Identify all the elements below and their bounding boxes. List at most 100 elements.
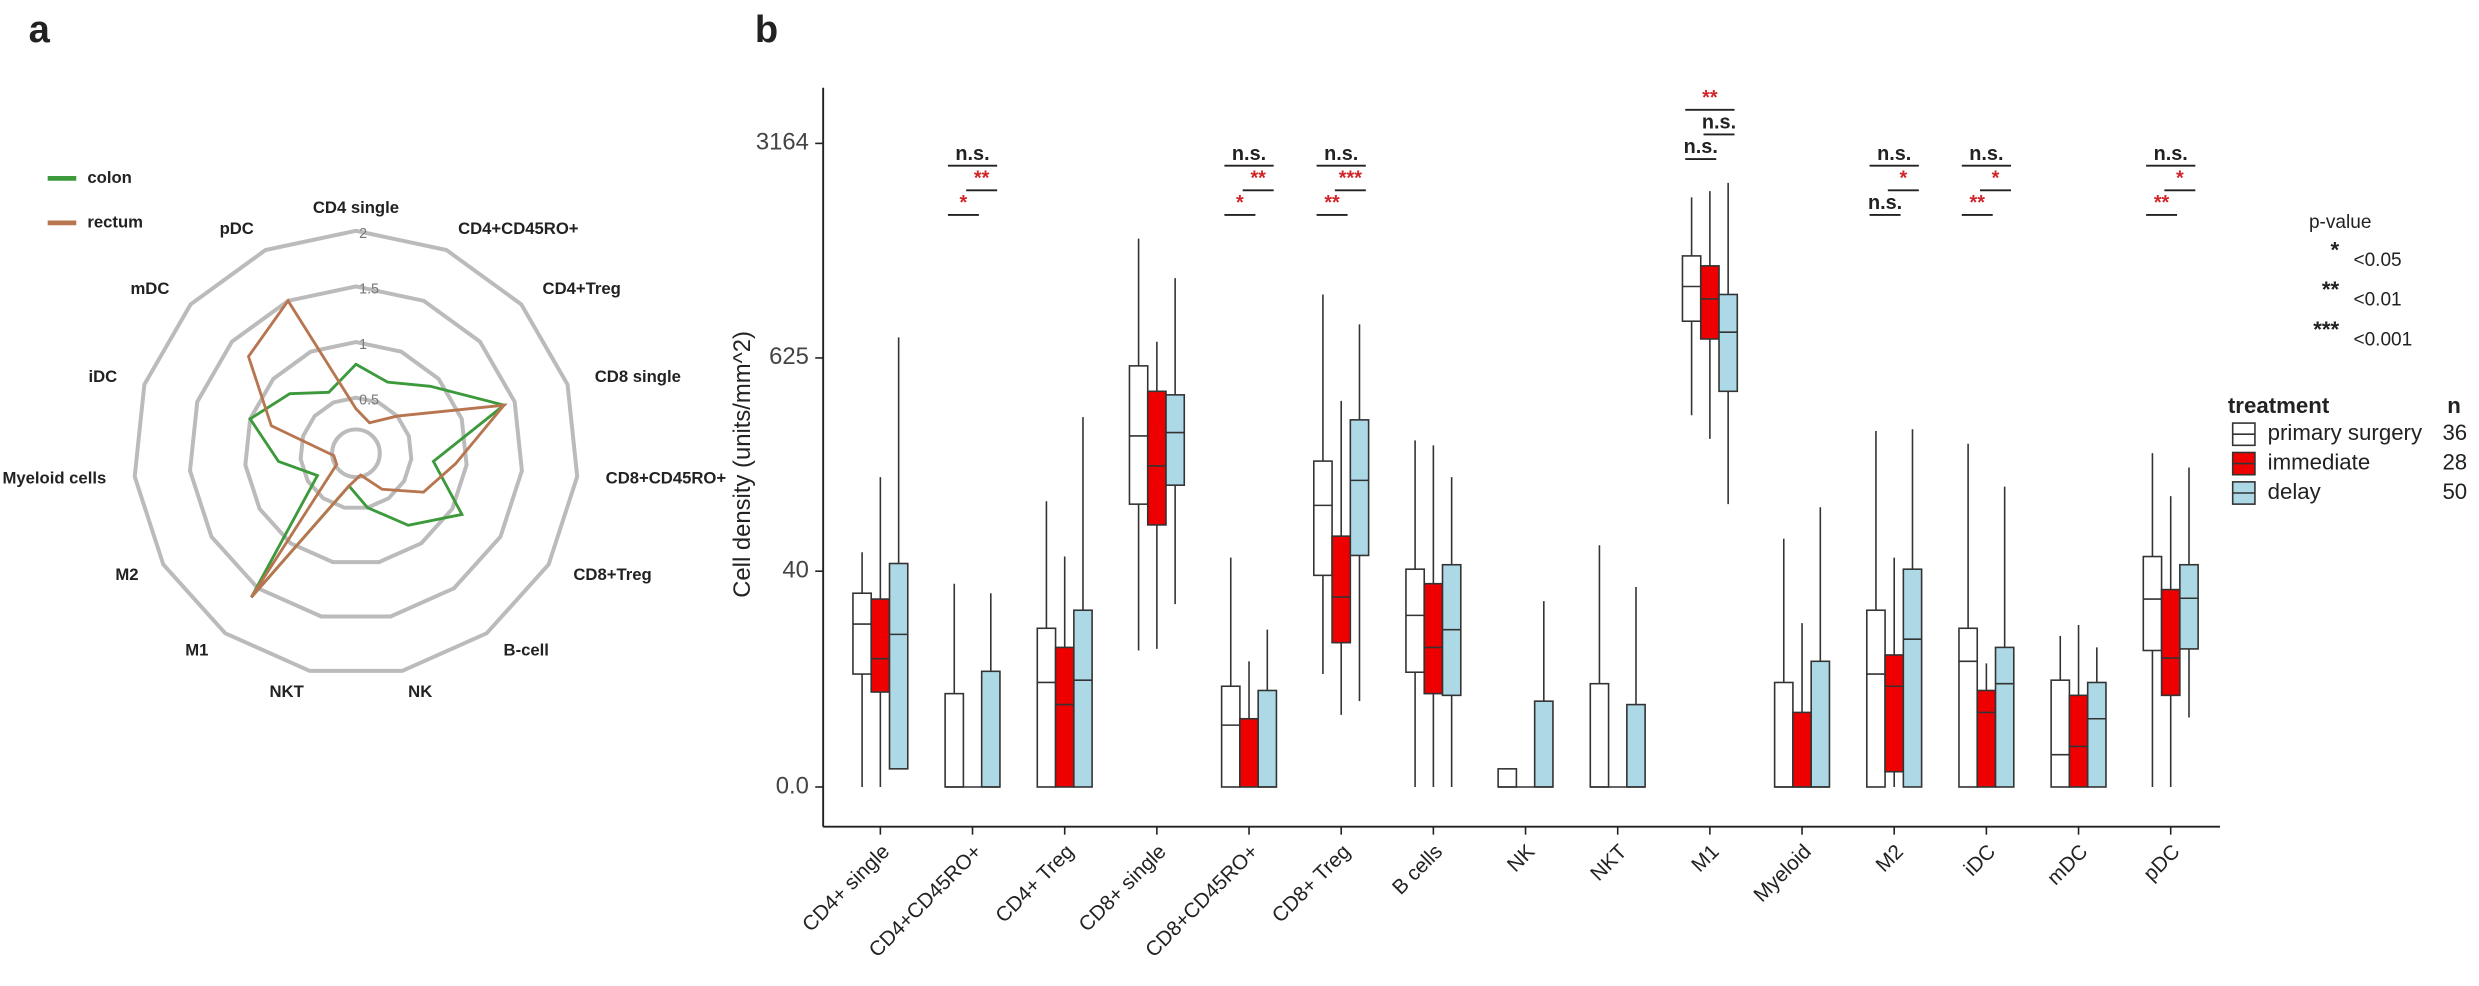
significance-label: **: [2154, 192, 2170, 214]
legend-label: rectum: [87, 212, 143, 231]
box: [1257, 689, 1278, 788]
legend-n-header: n: [2447, 393, 2461, 418]
box: [1349, 419, 1370, 557]
significance-label: n.s.: [1684, 136, 1718, 158]
box: [1810, 660, 1831, 788]
significance-label: n.s.: [1324, 143, 1358, 165]
axis-label: Myeloid cells: [2, 468, 106, 487]
pvalue-legend-title: p-value: [2309, 212, 2371, 233]
axis-label: iDC: [88, 367, 117, 386]
y-tick-label: 3164: [756, 129, 809, 156]
r-tick-label: 2: [359, 226, 367, 242]
significance-label: n.s.: [955, 143, 989, 165]
box: [1128, 365, 1149, 505]
axis-label: CD8+Treg: [573, 565, 651, 584]
radar-line: [248, 362, 508, 599]
pvalue-symbol: **: [2322, 277, 2340, 302]
box: [1239, 717, 1259, 788]
significance-label: *: [2176, 167, 2184, 189]
significance-label: **: [1702, 87, 1718, 109]
r-tick-label: 1: [359, 337, 367, 353]
significance-label: n.s.: [1868, 192, 1902, 214]
box: [1533, 700, 1554, 788]
significance-label: **: [1250, 167, 1266, 189]
box: [1054, 646, 1075, 788]
box: [2050, 679, 2071, 788]
box: [2086, 681, 2107, 788]
legend-label: colon: [87, 168, 131, 187]
significance-label: **: [1324, 192, 1340, 214]
radar-line: [246, 298, 508, 599]
significance-label: ***: [1339, 167, 1362, 189]
axis-label: mDC: [130, 279, 169, 298]
box: [2068, 694, 2089, 788]
box: [1331, 535, 1352, 644]
box: [1884, 654, 1905, 773]
ring: [187, 284, 524, 619]
significance-label: *: [1899, 167, 1907, 189]
significance-label: **: [974, 167, 990, 189]
legend-n: 50: [2442, 479, 2467, 504]
panel-label: a: [29, 8, 51, 51]
r-tick-label: 0.5: [359, 393, 379, 409]
box: [944, 692, 965, 788]
legend-n: 28: [2442, 449, 2467, 474]
box: [1626, 703, 1646, 788]
legend-title: treatment: [2228, 393, 2330, 418]
box: [1699, 265, 1720, 340]
box: [2160, 588, 2181, 697]
axis-label: NK: [408, 682, 432, 701]
axis-label: CD8 single: [595, 367, 681, 386]
box: [1423, 582, 1444, 695]
box: [1589, 682, 1610, 788]
y-tick-label: 625: [769, 343, 809, 370]
significance-label: n.s.: [1232, 143, 1266, 165]
box: [888, 562, 909, 770]
box: [1312, 460, 1333, 577]
y-axis-label: Cell density (units/mm^2): [729, 331, 756, 598]
ring: [132, 228, 580, 673]
box: [1994, 646, 2015, 788]
box: [1773, 681, 1794, 788]
axis-label: M1: [185, 641, 208, 660]
pvalue-label: <0.001: [2353, 329, 2412, 350]
axis-label: CD4+CD45RO+: [458, 219, 579, 238]
legend-label: immediate: [2268, 449, 2371, 474]
box: [1681, 255, 1702, 323]
box: [1866, 609, 1886, 788]
significance-label: n.s.: [1969, 143, 2003, 165]
panel-label: b: [755, 8, 778, 51]
significance-label: *: [1992, 167, 2000, 189]
box: [1718, 293, 1739, 393]
y-tick-label: 0.0: [776, 772, 809, 799]
box: [1405, 568, 1426, 674]
box: [2142, 555, 2163, 652]
significance-label: *: [1236, 192, 1244, 214]
legend-n: 36: [2442, 420, 2467, 445]
significance-label: n.s.: [1702, 112, 1736, 134]
legend-label: primary surgery: [2268, 420, 2423, 445]
box: [1220, 685, 1241, 788]
box: [980, 670, 1001, 788]
box: [2179, 563, 2199, 650]
pvalue-symbol: *: [2331, 237, 2340, 262]
axis-label: M2: [115, 565, 138, 584]
significance-label: *: [960, 192, 968, 214]
significance-label: n.s.: [1877, 143, 1911, 165]
axis-label: CD4 single: [313, 198, 399, 217]
box: [1958, 627, 1979, 788]
box: [852, 592, 873, 675]
y-tick-label: 40: [782, 556, 809, 583]
pvalue-label: <0.01: [2353, 290, 2401, 311]
r-tick-label: 1.5: [359, 281, 379, 297]
box: [1792, 711, 1812, 788]
legend-label: delay: [2268, 479, 2322, 504]
ring: [298, 395, 414, 510]
box: [1497, 768, 1518, 788]
box: [1165, 394, 1186, 486]
box: [1902, 568, 1923, 788]
axis-label: B-cell: [504, 641, 549, 660]
box: [1036, 627, 1057, 788]
